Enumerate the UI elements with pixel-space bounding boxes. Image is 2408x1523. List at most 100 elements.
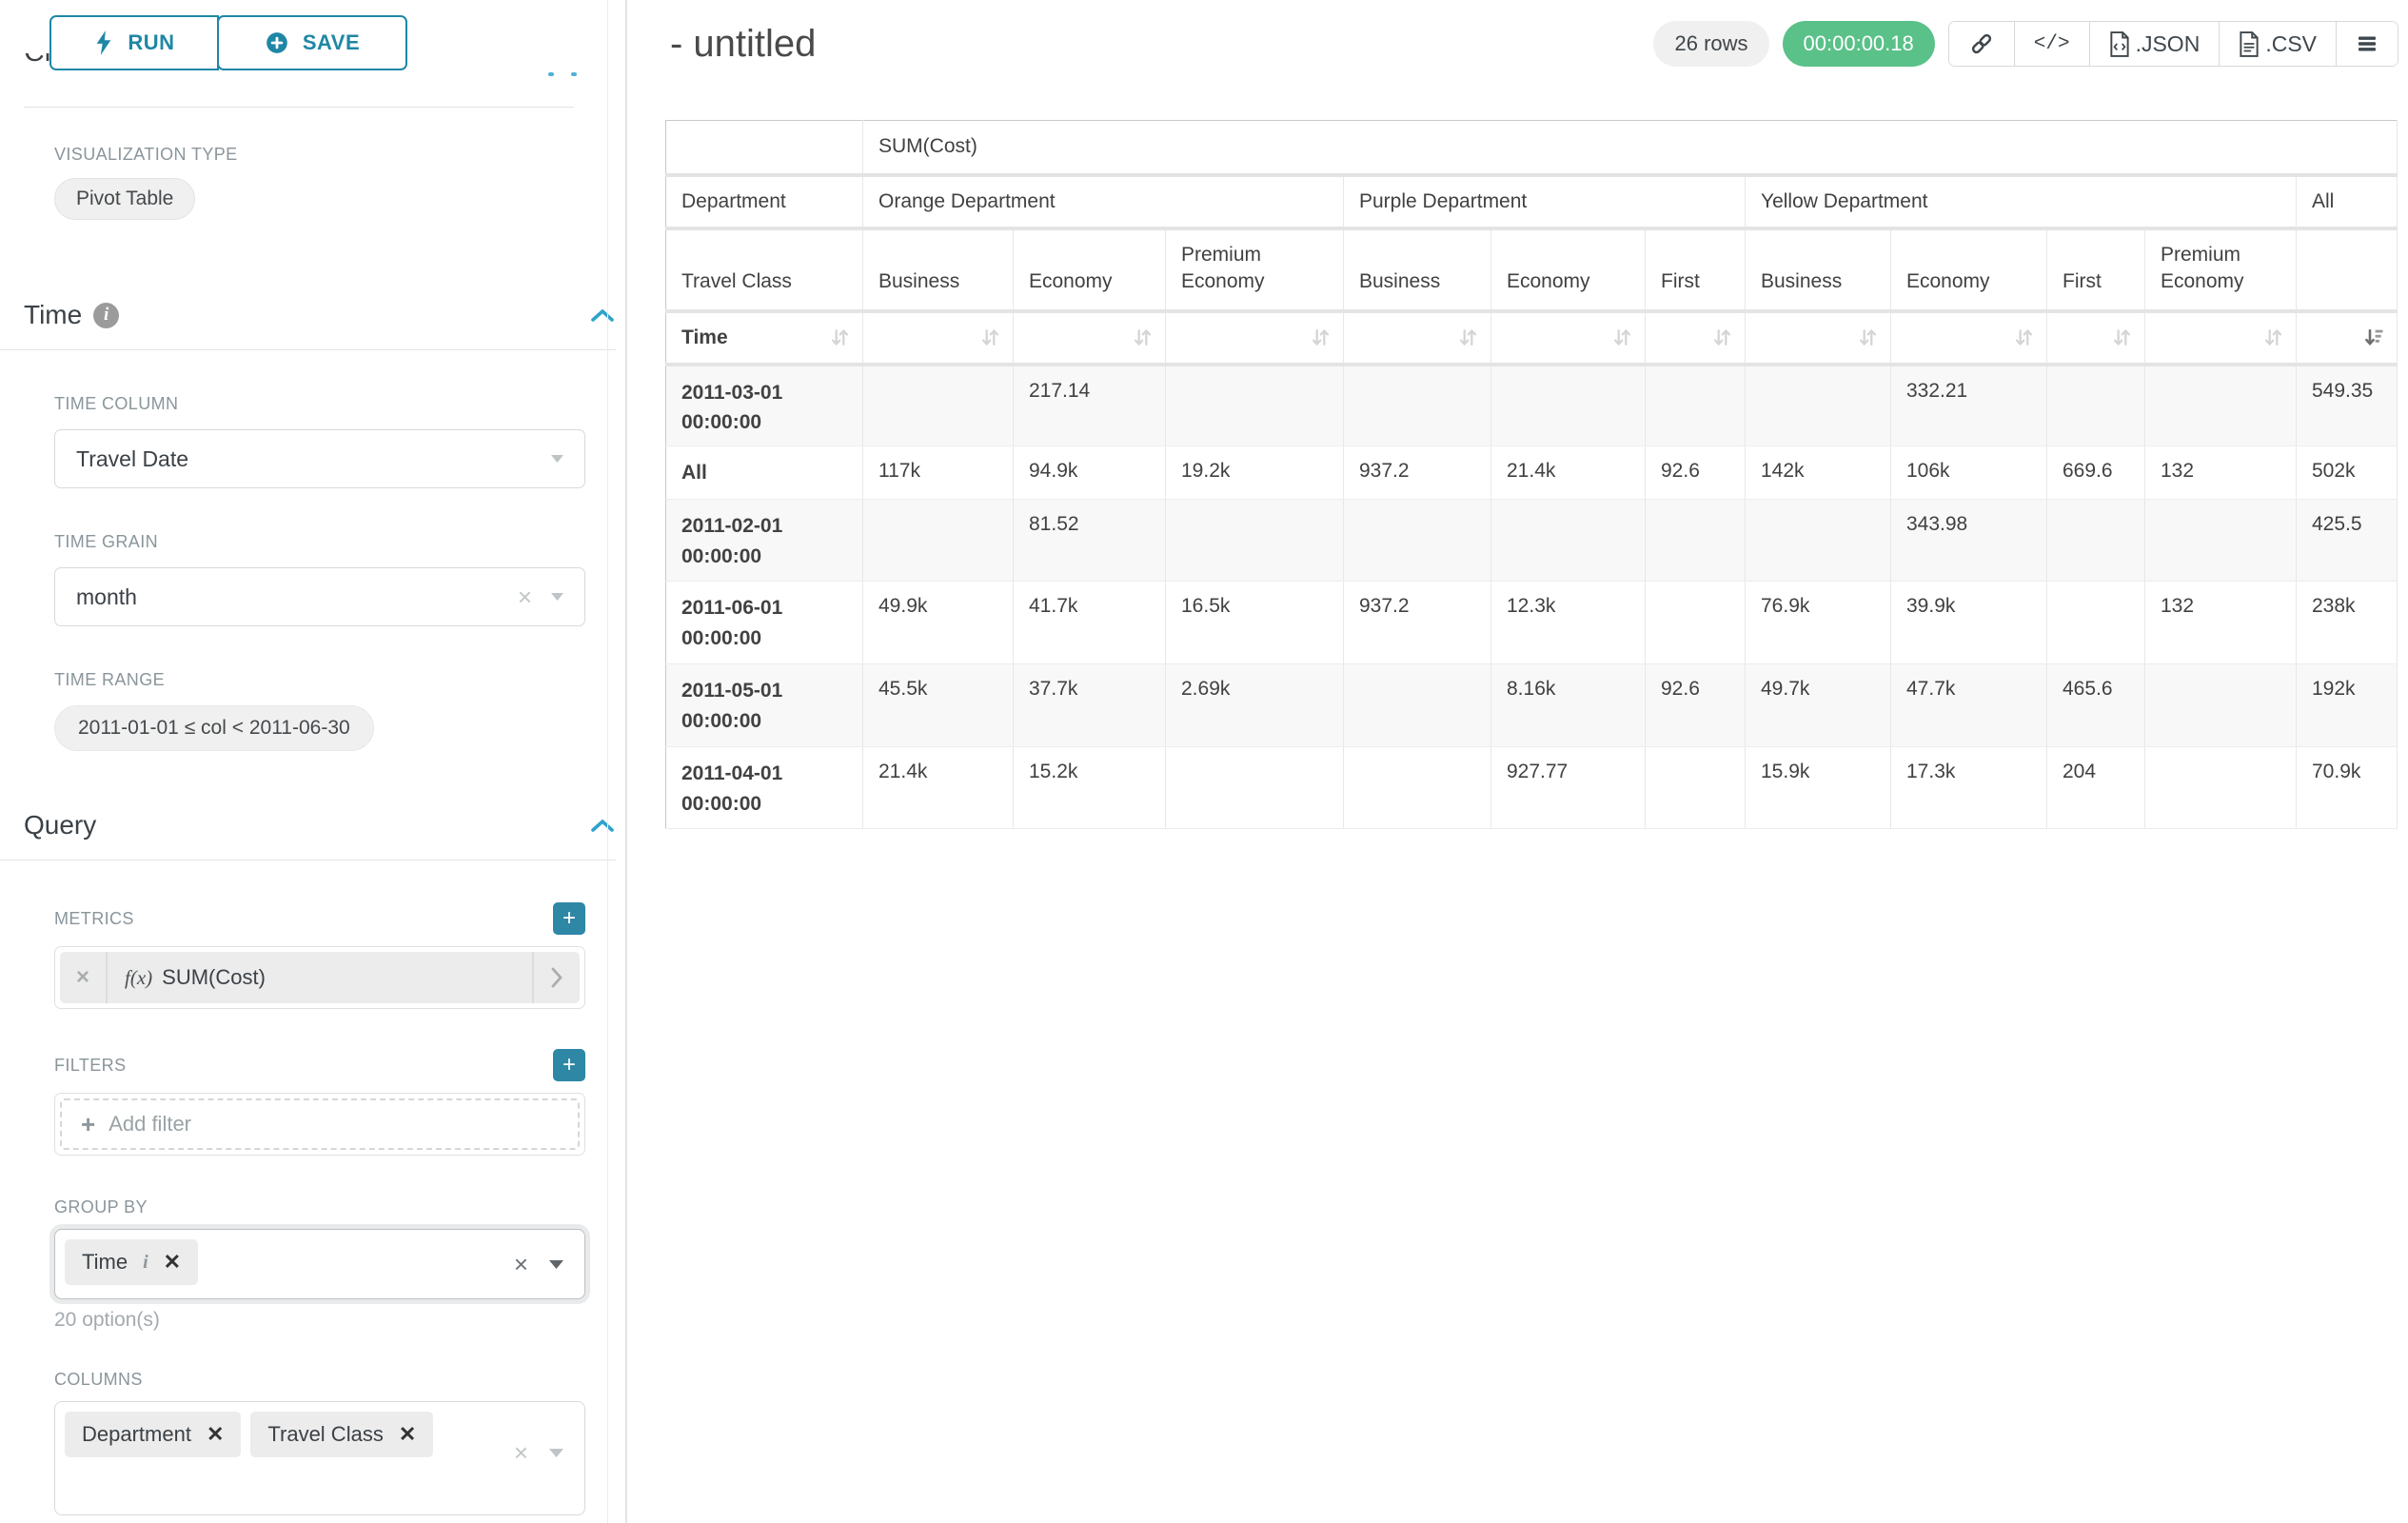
- decorative-dot: [548, 72, 554, 76]
- table-row: 2011-06-01 00:00:0049.9k41.7k16.5k937.21…: [666, 582, 2398, 664]
- caret-down-icon[interactable]: [547, 1258, 565, 1271]
- remove-chip-icon[interactable]: ✕: [164, 1250, 181, 1275]
- time-column-value: Travel Date: [76, 446, 188, 472]
- add-metric-button[interactable]: +: [553, 902, 585, 935]
- selected-option-chip[interactable]: Department✕: [65, 1412, 241, 1457]
- time-column-select[interactable]: Travel Date: [54, 429, 585, 488]
- selected-option-chip[interactable]: Travel Class✕: [250, 1412, 433, 1457]
- export-json-button[interactable]: .JSON: [2089, 22, 2220, 66]
- metric-chip[interactable]: × f(x) SUM(Cost): [60, 952, 580, 1003]
- save-button[interactable]: SAVE: [217, 15, 407, 70]
- sort-arrows-icon[interactable]: [1308, 325, 1333, 350]
- sort-arrows-icon[interactable]: [2011, 325, 2037, 350]
- link-icon: [1968, 30, 1995, 57]
- remove-chip-icon[interactable]: ✕: [399, 1422, 416, 1447]
- query-section-title: Query: [24, 810, 96, 841]
- sort-descending-icon[interactable]: [2361, 325, 2387, 350]
- cell: 132: [2145, 582, 2297, 664]
- save-button-label: SAVE: [303, 30, 360, 55]
- query-section-header[interactable]: Query: [24, 810, 616, 841]
- column-header: First: [2047, 228, 2145, 311]
- remove-chip-icon[interactable]: ✕: [207, 1422, 224, 1447]
- columns-select[interactable]: Department✕Travel Class✕ ×: [54, 1401, 585, 1515]
- file-icon: [2109, 31, 2130, 57]
- chevron-up-icon[interactable]: [589, 307, 616, 324]
- column-header: [2297, 228, 2398, 311]
- explore-view: Chart Type RUN SAVE VISUALIZATION TYPE P…: [0, 0, 2408, 1523]
- selected-option-chip[interactable]: Timei✕: [65, 1239, 198, 1285]
- time-section-header[interactable]: Time i: [24, 300, 616, 330]
- sort-arrows-icon[interactable]: [977, 325, 1003, 350]
- export-csv-button[interactable]: .CSV: [2219, 22, 2336, 66]
- sort-arrows-icon[interactable]: [1455, 325, 1481, 350]
- metrics-container: × f(x) SUM(Cost): [54, 946, 585, 1009]
- visualization-type-chip[interactable]: Pivot Table: [54, 178, 195, 220]
- cell: 21.4k: [863, 747, 1014, 829]
- cell: 549.35: [2297, 365, 2398, 446]
- x-icon[interactable]: ×: [514, 1440, 528, 1465]
- sort-arrows-icon[interactable]: [1130, 325, 1155, 350]
- cell: 49.7k: [1746, 664, 1891, 747]
- cell: [1344, 365, 1491, 446]
- time-grain-select[interactable]: month ×: [54, 567, 585, 626]
- column-header: Economy: [1891, 228, 2047, 311]
- time-range-chip[interactable]: 2011-01-01 ≤ col < 2011-06-30: [54, 705, 374, 751]
- menu-icon: [2356, 32, 2378, 55]
- info-icon[interactable]: i: [143, 1252, 148, 1274]
- sort-column-header: [1646, 311, 1746, 365]
- cell: 92.6: [1646, 664, 1746, 747]
- export-toolbar: </> .JSON .CSV: [1948, 21, 2398, 67]
- cell: 19.2k: [1166, 446, 1344, 500]
- cell: [863, 365, 1014, 446]
- cell: 15.2k: [1014, 747, 1166, 829]
- x-icon[interactable]: ×: [518, 584, 532, 609]
- caret-down-icon[interactable]: [549, 591, 565, 603]
- x-icon[interactable]: ×: [514, 1252, 528, 1276]
- cell: [2047, 582, 2145, 664]
- cell: 425.5: [2297, 500, 2398, 582]
- cell: 2.69k: [1166, 664, 1344, 747]
- cell: 669.6: [2047, 446, 2145, 500]
- info-icon[interactable]: i: [93, 303, 119, 328]
- sort-column-header: [863, 311, 1014, 365]
- group-by-select[interactable]: Timei✕ ×: [54, 1229, 585, 1299]
- cell: 17.3k: [1891, 747, 2047, 829]
- row-dimension-header: Department: [666, 175, 863, 228]
- column-group-header: All: [2297, 175, 2398, 228]
- cell: [2047, 365, 2145, 446]
- sort-arrows-icon[interactable]: [2109, 325, 2135, 350]
- cell: 937.2: [1344, 582, 1491, 664]
- add-filter-dropzone[interactable]: + Add filter: [60, 1098, 580, 1150]
- cell: 343.98: [1891, 500, 2047, 582]
- chart-title[interactable]: - untitled: [670, 23, 816, 66]
- embed-code-button[interactable]: </>: [2014, 22, 2089, 66]
- sort-arrows-icon[interactable]: [827, 325, 853, 350]
- add-filter-button[interactable]: +: [553, 1049, 585, 1081]
- menu-button[interactable]: [2336, 22, 2398, 66]
- chart-panel: - untitled 26 rows 00:00:00.18 </> .JSON: [627, 0, 2408, 1523]
- time-section-title: Time: [24, 300, 82, 330]
- export-csv-label: .CSV: [2265, 31, 2317, 57]
- chevron-right-icon[interactable]: [532, 952, 580, 1003]
- column-header: Premium Economy: [2145, 228, 2297, 311]
- run-button[interactable]: RUN: [49, 15, 219, 70]
- remove-metric-icon[interactable]: ×: [60, 952, 108, 1003]
- sort-arrows-icon[interactable]: [1855, 325, 1881, 350]
- visualization-type-label: VISUALIZATION TYPE: [54, 145, 585, 165]
- cell: [1344, 500, 1491, 582]
- time-grain-label: TIME GRAIN: [54, 532, 585, 552]
- cell: [2145, 365, 2297, 446]
- table-row: 2011-05-01 00:00:0045.5k37.7k2.69k8.16k9…: [666, 664, 2398, 747]
- sort-arrows-icon[interactable]: [1709, 325, 1735, 350]
- cell: 92.6: [1646, 446, 1746, 500]
- cell: 217.14: [1014, 365, 1166, 446]
- caret-down-icon[interactable]: [547, 1447, 565, 1459]
- cell: 117k: [863, 446, 1014, 500]
- sort-arrows-icon[interactable]: [1609, 325, 1635, 350]
- cell: 41.7k: [1014, 582, 1166, 664]
- group-by-options-hint: 20 option(s): [54, 1309, 585, 1332]
- chevron-up-icon[interactable]: [589, 817, 616, 834]
- sort-arrows-icon[interactable]: [2260, 325, 2286, 350]
- share-link-button[interactable]: [1949, 22, 2014, 66]
- caret-down-icon[interactable]: [549, 453, 565, 465]
